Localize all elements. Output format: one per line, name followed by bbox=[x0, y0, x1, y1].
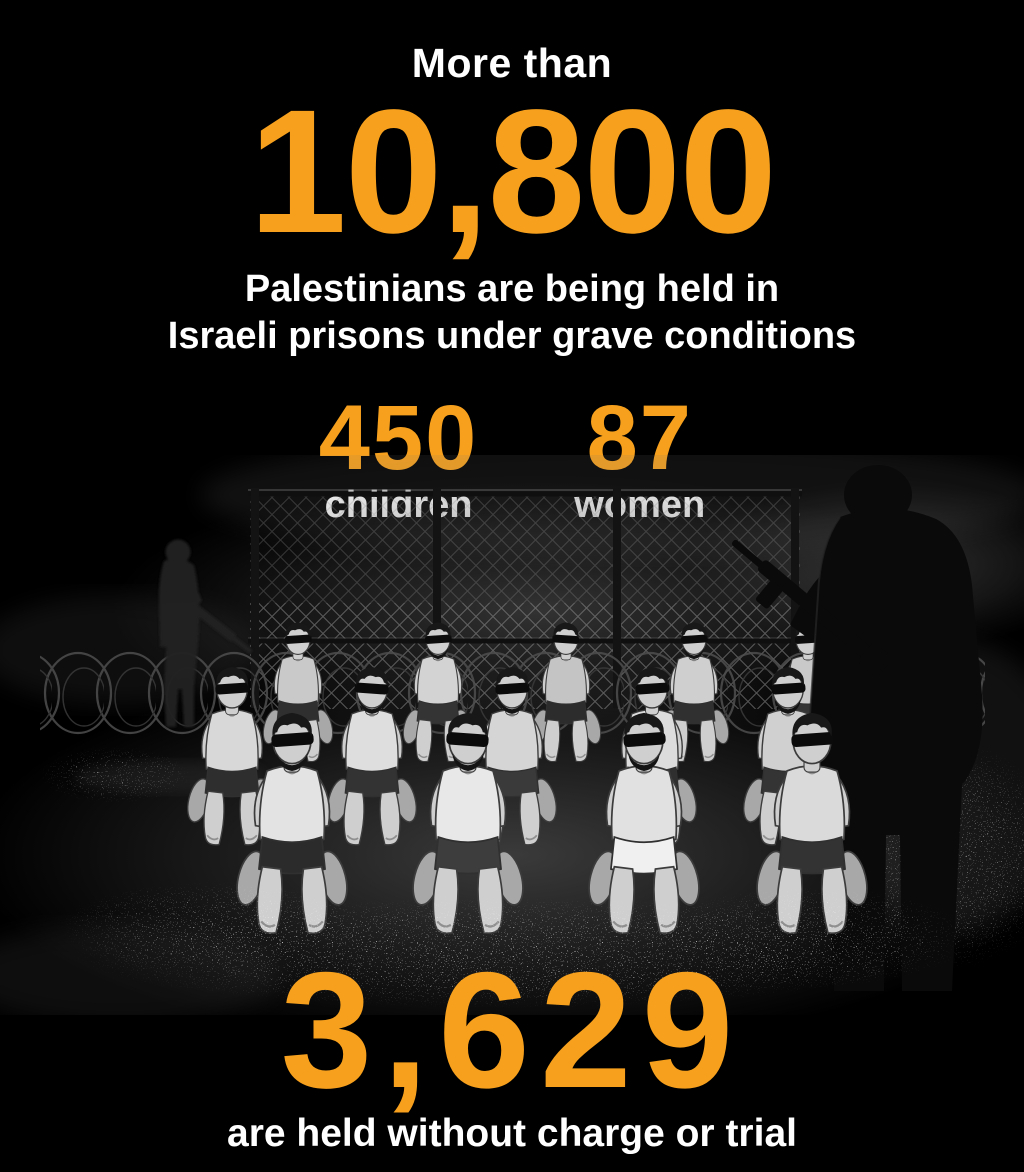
subtitle-line-1: Palestinians are being held in bbox=[244, 268, 780, 310]
left-soldier-rifle bbox=[160, 579, 253, 654]
fence-post bbox=[613, 488, 621, 708]
total-detainees-number: 10,800 bbox=[248, 74, 777, 270]
prison-scene-illustration bbox=[0, 455, 1024, 1015]
fence-post bbox=[433, 488, 441, 708]
subtitle: Palestinians are being held in Israeli p… bbox=[0, 266, 1024, 360]
dust-bottom-right bbox=[650, 887, 970, 987]
right-soldier-rifle bbox=[731, 539, 892, 677]
subtitle-line-2: Israeli prisons under grave conditions bbox=[167, 315, 857, 357]
kicker-text: More than bbox=[411, 40, 613, 86]
fence-mesh-upper bbox=[250, 493, 800, 603]
soldier-rim-light bbox=[809, 516, 841, 716]
left-soldier-silhouette bbox=[158, 539, 253, 727]
without-trial-number: 3,629 bbox=[280, 938, 744, 1122]
smoke-bottom-left bbox=[0, 925, 280, 1015]
caption-text: are held without charge or trial bbox=[227, 1112, 797, 1155]
fence-post bbox=[251, 488, 259, 708]
dust-left bbox=[40, 747, 190, 803]
